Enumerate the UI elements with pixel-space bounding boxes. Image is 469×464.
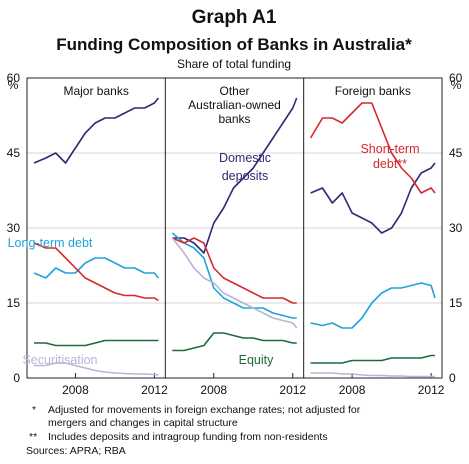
x-tick-label: 2012 — [141, 383, 168, 397]
panel-title: Other — [219, 84, 249, 98]
series-equity-line — [34, 339, 159, 347]
x-tick-label: 2008 — [62, 383, 89, 397]
x-tick-label: 2008 — [200, 383, 227, 397]
series-label: deposits — [222, 169, 269, 183]
footnote-2-marker: ** — [29, 431, 37, 443]
series-label: Short-term — [360, 142, 419, 156]
y-tick-label-right: 15 — [449, 296, 463, 310]
panel-title: Australian-owned — [188, 98, 281, 112]
footnote-1-line-1: Adjusted for movements in foreign exchan… — [48, 404, 361, 416]
chart-title: Funding Composition of Banks in Australi… — [56, 35, 412, 54]
footnote-1-line-2: mergers and changes in capital structure — [48, 417, 238, 429]
series-securitisation-line — [171, 237, 298, 329]
x-tick-label: 2012 — [418, 383, 445, 397]
panel-title: banks — [218, 112, 250, 126]
chart-subtitle: Share of total funding — [177, 57, 291, 71]
graph-id: Graph A1 — [192, 7, 277, 28]
y-tick-label-left: 15 — [7, 296, 21, 310]
series-short-term-debt-line — [33, 242, 159, 302]
panel-title: Foreign banks — [335, 84, 411, 98]
series-securitisation-line — [34, 362, 159, 376]
panel-1: Major banks 2008 2012 Long-term debt Securit… — [8, 84, 168, 397]
series-label: Securitisation — [22, 353, 97, 367]
y-unit-right: % — [451, 78, 462, 92]
series-label: debt** — [373, 157, 407, 171]
y-unit-left: % — [8, 78, 19, 92]
series-label: Long-term debt — [8, 236, 93, 250]
series-label: Equity — [239, 353, 274, 367]
x-tick-label: 2012 — [279, 383, 306, 397]
series-domestic-deposits-line — [310, 162, 436, 234]
series-long-term-debt-line — [310, 282, 436, 329]
y-tick-label-right: 45 — [449, 146, 463, 160]
series-domestic-deposits-line — [33, 97, 160, 164]
footnote-2-line: Includes deposits and intragroup funding… — [48, 431, 328, 443]
series-equity-line — [310, 354, 435, 364]
plot-area: 0 0 15 15 30 30 45 45 60 60 Major banks 2008 2012 Lon… — [7, 71, 463, 397]
y-tick-label-right: 0 — [449, 371, 456, 385]
panel-title: Major banks — [63, 84, 128, 98]
series-equity-line — [172, 332, 297, 352]
series-domestic-deposits-line — [172, 97, 298, 254]
y-tick-label-right: 30 — [449, 221, 463, 235]
y-tick-label-right: 60 — [449, 71, 463, 85]
x-tick-label: 2008 — [339, 383, 366, 397]
y-tick-label-left: 30 — [7, 221, 21, 235]
series-short-term-debt-line — [309, 102, 436, 194]
y-tick-label-left: 0 — [13, 371, 20, 385]
series-securitisation-line — [310, 372, 435, 378]
series-long-term-debt-line — [33, 257, 160, 279]
series-label: Domestic — [219, 151, 271, 165]
footnote-1-marker: * — [32, 404, 36, 416]
series-long-term-debt-line — [171, 232, 297, 319]
series-short-term-debt-line — [171, 237, 297, 304]
plot-frame — [26, 77, 443, 379]
y-tick-label-left: 45 — [7, 146, 21, 160]
y-tick-label-left: 60 — [7, 71, 21, 85]
sources: Sources: APRA; RBA — [26, 445, 126, 457]
